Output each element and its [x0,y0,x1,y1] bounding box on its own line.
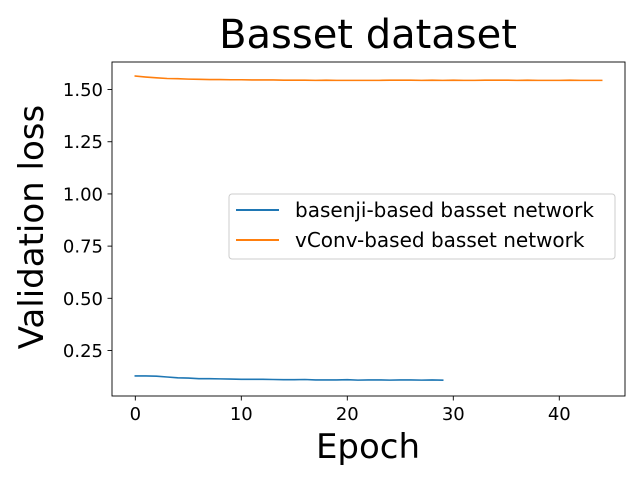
series-line-1 [134,375,444,381]
chart-title: Basset dataset [219,12,517,58]
y-tick-label: 0.50 [63,289,103,310]
y-tick-label: 1.00 [63,184,103,205]
legend-label-1: basenji-based basset network [295,198,594,222]
y-tick-label: 1.25 [63,132,103,153]
x-tick-label: 10 [230,404,253,425]
plot-area: 0 10 20 30 40 0.25 0.50 0.75 1.00 1.25 1.50 basenji… [63,61,626,425]
series-line-2 [134,75,603,82]
x-axis-title: Epoch [316,427,420,467]
legend-box [228,193,616,260]
x-tick-label: 40 [548,404,571,425]
x-tick-label: 20 [336,404,359,425]
legend-label-2: vConv-based basset network [295,228,585,252]
x-tick-label: 30 [442,404,465,425]
plot-frame [111,61,626,397]
y-axis-title: Validation loss [12,105,52,349]
y-tick-label: 1.50 [63,80,103,101]
y-tick-label: 0.25 [63,341,103,362]
x-tick-label: 0 [130,404,141,425]
y-tick-label: 0.75 [63,237,103,258]
